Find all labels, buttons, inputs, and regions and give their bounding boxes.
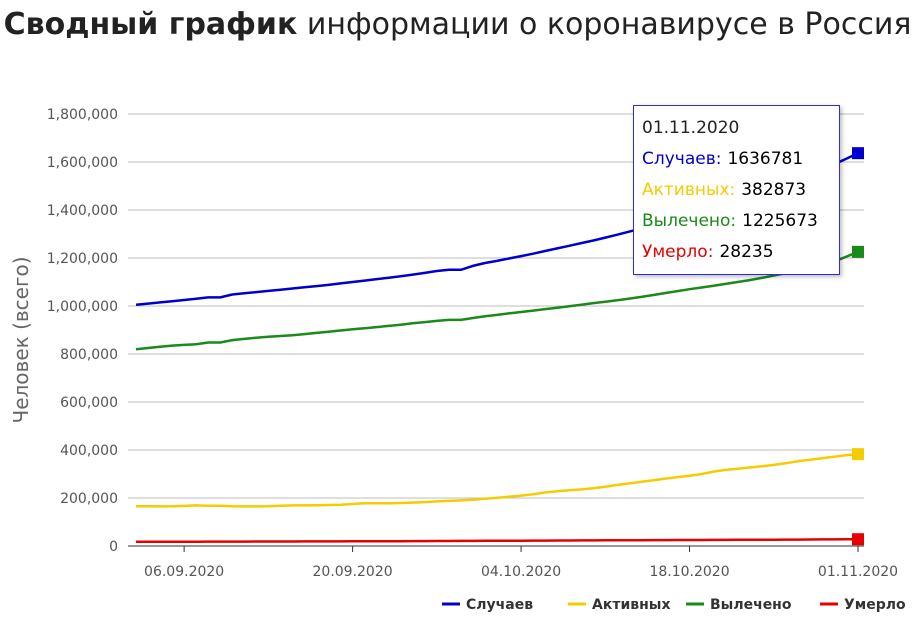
y-axis-label: Человек (всего) — [9, 256, 33, 423]
tooltip-row-cases: Случаев: 1636781 — [642, 149, 839, 180]
y-tick-label: 200,000 — [60, 491, 118, 507]
series-line-3 — [136, 537, 859, 544]
series-end-marker-2 — [852, 245, 864, 258]
chart-title-bold: Сводный график — [3, 7, 298, 42]
y-tick-label: 800,000 — [60, 347, 118, 363]
y-tick-label: 600,000 — [60, 395, 118, 411]
series-end-marker-1 — [852, 448, 864, 461]
x-tick-label: 04.10.2020 — [481, 564, 561, 580]
tooltip-value-active: 382873 — [741, 180, 807, 200]
y-tick-label: 1,800,000 — [47, 107, 118, 123]
series-end-marker-0 — [852, 147, 864, 160]
legend-label: Умерло — [844, 597, 906, 613]
y-tick-label: 0 — [109, 539, 118, 555]
legend-label: Активных — [592, 597, 670, 613]
tooltip-label-recovered: Вылечено: — [642, 211, 737, 231]
series-line-2 — [135, 250, 859, 351]
tooltip-date: 01.11.2020 — [642, 118, 740, 138]
series-line-1 — [135, 452, 859, 508]
legend-label: Случаев — [466, 597, 533, 613]
tooltip-row-active: Активных: 382873 — [642, 180, 839, 211]
tooltip-row-deaths: Умерло: 28235 — [642, 242, 839, 273]
y-tick-label: 1,200,000 — [47, 251, 118, 267]
tooltip-label-cases: Случаев: — [642, 149, 722, 169]
chart-title-rest: информации о коронавирусе в Россия — [297, 7, 912, 42]
tooltip-row-recovered: Вылечено: 1225673 — [642, 211, 839, 242]
y-tick-label: 1,400,000 — [47, 203, 118, 219]
x-tick-label: 01.11.2020 — [818, 564, 898, 580]
y-tick-label: 1,000,000 — [47, 299, 118, 315]
tooltip-value-deaths: 28235 — [719, 242, 774, 262]
tooltip-label-deaths: Умерло: — [642, 242, 714, 262]
x-tick-label: 20.09.2020 — [313, 564, 393, 580]
y-tick-label: 1,600,000 — [47, 155, 118, 171]
tooltip-label-active: Активных: — [642, 180, 736, 200]
legend-label: Вылечено — [710, 597, 792, 613]
y-tick-label: 400,000 — [60, 443, 118, 459]
chart-title: Сводный график информации о коронавирусе… — [0, 4, 915, 46]
series-end-marker-3 — [852, 533, 864, 546]
x-tick-label: 18.10.2020 — [649, 564, 729, 580]
tooltip-value-cases: 1636781 — [727, 149, 804, 169]
hover-tooltip: 01.11.2020 Случаев: 1636781 Активных: 3828… — [633, 105, 840, 275]
tooltip-value-recovered: 1225673 — [742, 211, 818, 231]
x-tick-label: 06.09.2020 — [144, 564, 224, 580]
